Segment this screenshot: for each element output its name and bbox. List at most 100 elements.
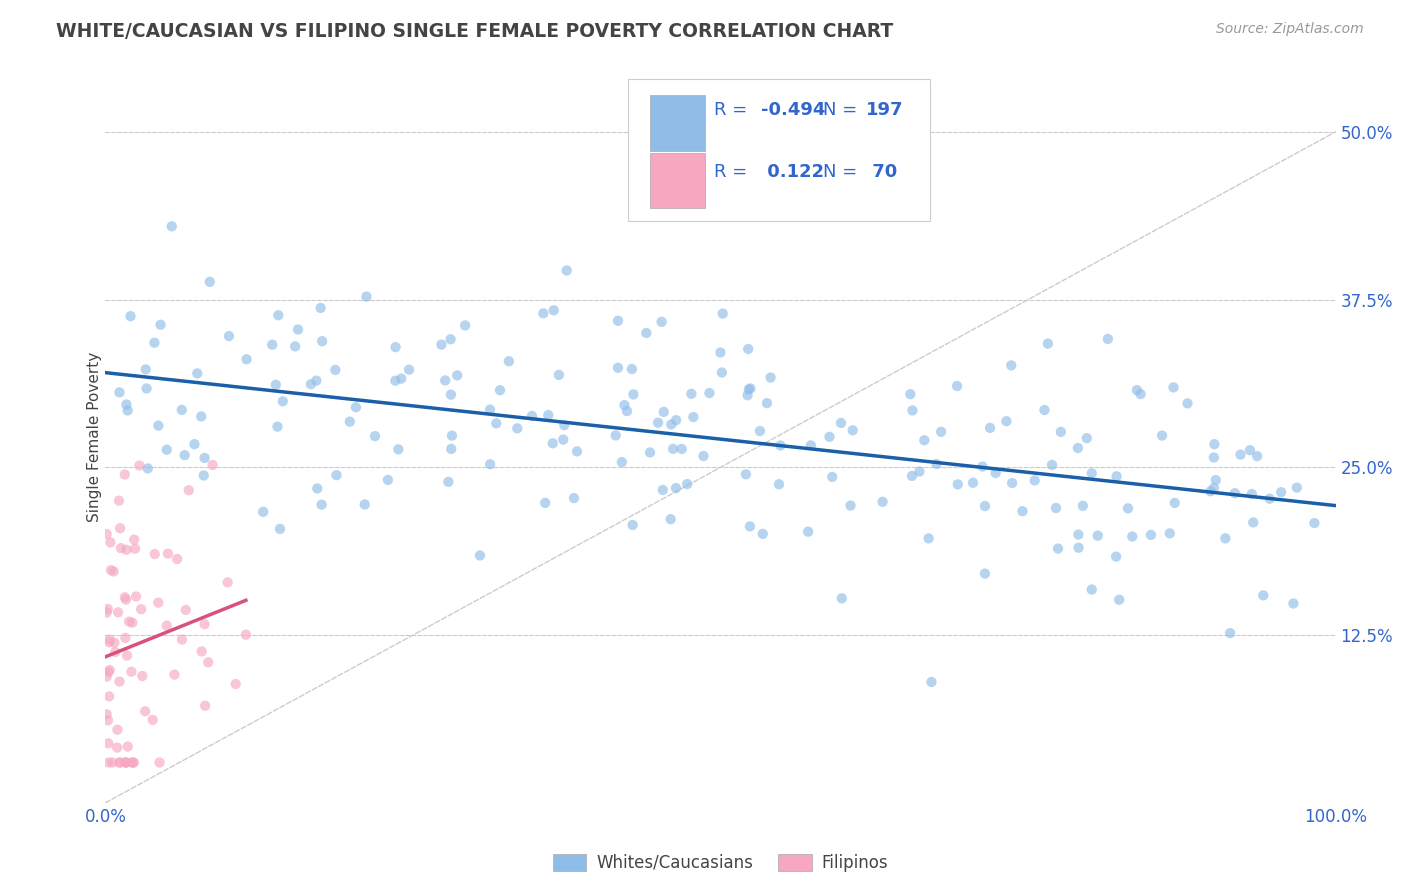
Point — [748, 424, 770, 438]
Point — [946, 379, 969, 393]
Point — [353, 498, 375, 512]
Point — [1239, 443, 1261, 458]
Point — [1011, 504, 1033, 518]
Point — [995, 414, 1018, 428]
Point — [831, 591, 853, 606]
Point — [1071, 499, 1094, 513]
Point — [115, 542, 138, 557]
Point — [121, 756, 143, 770]
Point — [108, 521, 131, 535]
Point — [440, 428, 463, 442]
Point — [128, 458, 150, 473]
Point — [309, 301, 332, 315]
Point — [1164, 496, 1187, 510]
Point — [271, 394, 294, 409]
Point — [607, 314, 630, 328]
Point — [1251, 588, 1274, 602]
Point — [737, 388, 759, 402]
Point — [193, 617, 215, 632]
Point — [440, 387, 463, 401]
Point — [1040, 458, 1063, 472]
Point — [1067, 541, 1090, 555]
Point — [148, 418, 170, 433]
Text: R =: R = — [714, 101, 748, 119]
Point — [269, 522, 291, 536]
Point — [553, 418, 575, 433]
Point — [194, 450, 217, 465]
Point — [100, 535, 122, 549]
Point — [613, 398, 636, 412]
Point — [115, 756, 138, 770]
Point — [225, 677, 247, 691]
Point — [143, 335, 166, 350]
Point — [115, 648, 138, 663]
Point — [925, 457, 948, 471]
FancyBboxPatch shape — [651, 153, 704, 208]
Point — [682, 410, 704, 425]
Point — [325, 468, 347, 483]
Point — [136, 461, 159, 475]
Point — [498, 354, 520, 368]
Point — [520, 409, 543, 423]
Point — [962, 475, 984, 490]
Point — [446, 368, 468, 383]
Point — [117, 403, 139, 417]
Point — [311, 498, 333, 512]
Point — [384, 374, 406, 388]
Point — [610, 455, 633, 469]
Point — [681, 386, 703, 401]
Point — [120, 665, 142, 679]
Point — [98, 690, 121, 704]
Point — [1036, 336, 1059, 351]
Text: 197: 197 — [866, 101, 903, 119]
Point — [768, 477, 790, 491]
Point — [173, 448, 195, 462]
Point — [671, 442, 693, 456]
Point — [1024, 474, 1046, 488]
Point — [96, 707, 118, 722]
Point — [1282, 597, 1305, 611]
Point — [235, 628, 257, 642]
Point — [485, 417, 508, 431]
Text: 0.122: 0.122 — [761, 162, 824, 181]
Point — [1087, 528, 1109, 542]
Point — [1001, 475, 1024, 490]
Point — [647, 416, 669, 430]
Point — [973, 566, 995, 581]
Point — [103, 635, 125, 649]
Point — [108, 385, 131, 400]
Point — [344, 401, 367, 415]
Point — [194, 698, 217, 713]
Y-axis label: Single Female Poverty: Single Female Poverty — [87, 352, 101, 522]
Point — [108, 493, 131, 508]
Point — [129, 602, 152, 616]
Point — [252, 505, 274, 519]
Point — [562, 491, 585, 505]
Point — [148, 756, 170, 770]
Point — [821, 470, 844, 484]
Point — [1241, 516, 1264, 530]
Point — [364, 429, 387, 443]
Point — [1202, 450, 1225, 465]
Point — [454, 318, 477, 333]
Text: N =: N = — [823, 162, 856, 181]
Point — [1270, 485, 1292, 500]
Point — [110, 541, 132, 556]
Point — [901, 403, 924, 417]
Point — [98, 635, 121, 649]
Point — [1285, 481, 1308, 495]
Point — [114, 631, 136, 645]
Point — [740, 381, 762, 395]
Point — [872, 495, 894, 509]
Point — [759, 370, 782, 384]
Point — [267, 308, 290, 322]
Point — [96, 670, 118, 684]
Point — [1303, 516, 1326, 530]
Point — [122, 756, 145, 770]
Point — [651, 315, 673, 329]
Point — [1050, 425, 1073, 439]
Point — [537, 408, 560, 422]
Point — [920, 675, 942, 690]
Point — [710, 366, 733, 380]
Point — [124, 541, 146, 556]
